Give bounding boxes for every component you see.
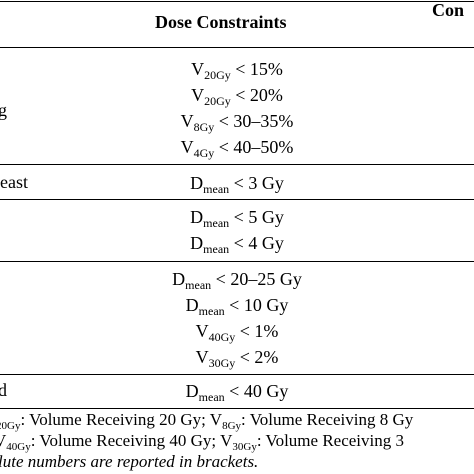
footnote-line-3: lute numbers are reported in brackets. [0, 452, 259, 471]
header-rule [0, 47, 474, 48]
dose-constraint: V4Gy < 40–50% [180, 137, 294, 160]
footnote-line-1: 20Gy: Volume Receiving 20 Gy; V8Gy: Volu… [0, 410, 414, 432]
dose-constraint: Dmean < 5 Gy [190, 207, 284, 230]
organ-label: d [0, 380, 7, 400]
dose-constraint: V30Gy < 2% [195, 347, 279, 370]
top-rule [0, 1, 474, 2]
dose-constraint: V8Gy < 30–35% [180, 111, 294, 134]
dose-constraint: V40Gy < 1% [195, 321, 279, 344]
row-rule [0, 199, 474, 200]
dose-constraint: Dmean < 4 Gy [190, 233, 284, 256]
dose-constraint: V20Gy < 15% [191, 59, 283, 82]
header-constraint-partial: Con [432, 0, 465, 20]
bottom-rule [0, 408, 474, 409]
organ-label: east [0, 172, 28, 192]
footnote-line-2: V40Gy: Volume Receiving 40 Gy; V30Gy: Vo… [0, 431, 404, 453]
dose-constraint: Dmean < 20–25 Gy [172, 269, 302, 292]
row-rule [0, 164, 474, 165]
dose-constraint: Dmean < 40 Gy [185, 381, 289, 404]
header-dose-constraints: Dose Constraints [155, 12, 287, 32]
organ-label: g [0, 100, 7, 120]
row-rule [0, 374, 474, 375]
dose-constraint: Dmean < 3 Gy [190, 173, 284, 196]
dose-constraint: V20Gy < 20% [191, 85, 283, 108]
row-rule [0, 261, 474, 262]
dose-constraint: Dmean < 10 Gy [185, 295, 289, 318]
